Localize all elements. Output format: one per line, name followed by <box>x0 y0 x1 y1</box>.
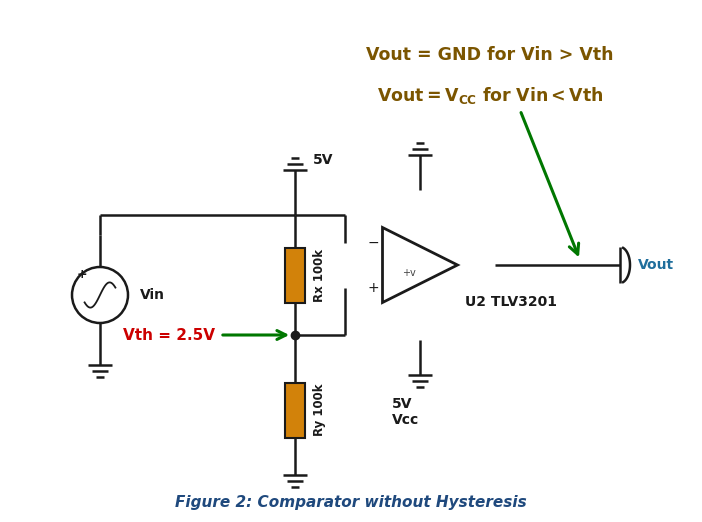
Text: Vout: Vout <box>638 258 674 272</box>
Text: +: + <box>77 268 87 281</box>
Text: Figure 2: Comparator without Hysteresis: Figure 2: Comparator without Hysteresis <box>175 494 527 509</box>
Text: +: + <box>368 280 379 294</box>
Text: $\mathbf{Vout = V_{CC}\ for\ Vin < Vth}$: $\mathbf{Vout = V_{CC}\ for\ Vin < Vth}$ <box>377 85 603 105</box>
Text: 5V: 5V <box>392 397 413 411</box>
Text: Vout = GND for Vin > Vth: Vout = GND for Vin > Vth <box>366 46 614 64</box>
Text: Vin: Vin <box>140 288 165 302</box>
Text: U2 TLV3201: U2 TLV3201 <box>465 295 557 310</box>
Text: −: − <box>368 235 379 250</box>
Bar <box>285 383 305 437</box>
Text: Ry 100k: Ry 100k <box>313 384 326 436</box>
Text: Vth = 2.5V: Vth = 2.5V <box>123 327 215 342</box>
Text: 5V: 5V <box>313 153 333 167</box>
Bar <box>285 247 305 303</box>
Text: +v: +v <box>402 267 416 278</box>
Text: Rx 100k: Rx 100k <box>313 248 326 302</box>
Text: Vcc: Vcc <box>392 413 419 427</box>
